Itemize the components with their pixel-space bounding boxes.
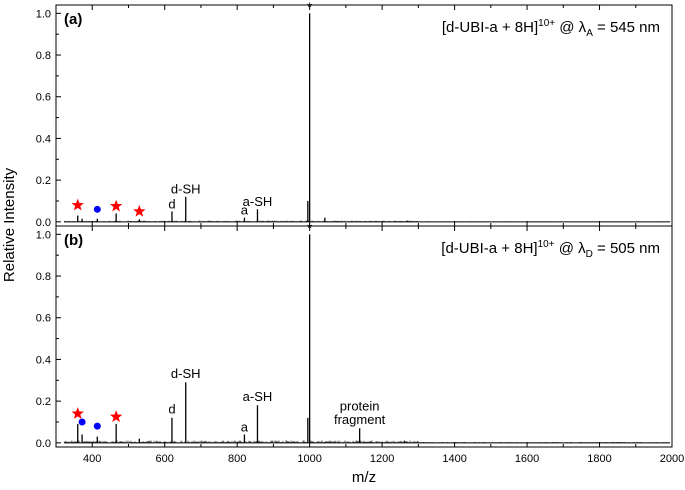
peak-annotation: fragment [334, 412, 386, 427]
y-tick-label: 0.0 [36, 438, 51, 450]
title-at-lambda: @ λ [555, 19, 587, 36]
x-tick-label: 1000 [297, 453, 321, 465]
peak-annotation: d-SH [171, 366, 201, 381]
peak-annotation: a [241, 203, 249, 218]
red-star-marker [71, 198, 84, 211]
title-charge: 10+ [538, 239, 555, 250]
peak-annotation: * [307, 0, 312, 14]
y-tick-label: 1.0 [36, 8, 51, 20]
peak-annotation: d-SH [171, 182, 201, 197]
title-ion: [d-UBI-a + 8H] [441, 240, 537, 257]
panel-title: [d-UBI-a + 8H]10+ @ λA = 545 nm [442, 18, 660, 39]
blue-dot-marker [93, 422, 101, 430]
panel-label: (b) [64, 232, 83, 249]
red-star-marker [109, 410, 123, 423]
red-star-marker [71, 407, 84, 419]
y-tick-label: 0.4 [36, 354, 51, 366]
red-star-marker [133, 204, 146, 217]
x-tick-label: 1200 [370, 453, 394, 465]
x-tick-label: 1400 [442, 453, 466, 465]
y-axis-title-group: Relative Intensity [1, 167, 18, 282]
title-charge: 10+ [538, 18, 555, 29]
title-at-lambda: @ λ [555, 240, 587, 257]
x-tick-label: 400 [83, 453, 101, 465]
panel-a: 0.0 0.2 0.4 0.6 0.8 1.0 * dd-SH aa-SH (a) [d-UBI-a… [36, 0, 673, 229]
x-tick-label: 2000 [660, 453, 684, 465]
x-tick-label: 1800 [587, 453, 611, 465]
title-lambda-sub: D [586, 249, 593, 260]
y-axis-title: Relative Intensity [1, 167, 18, 282]
red-star-marker [109, 199, 123, 212]
blue-dot-marker [93, 205, 101, 213]
title-lambda-sub: A [586, 28, 593, 39]
y-tick-label: 0.6 [36, 313, 51, 325]
y-tick-label: 0.2 [36, 396, 51, 408]
x-tick-label: 600 [156, 453, 174, 465]
y-tick-label: 0.6 [36, 92, 51, 104]
x-tick-label: 1600 [515, 453, 539, 465]
plot-frame [55, 225, 673, 448]
panel-b: 0.0 0.2 0.4 0.6 0.8 1.0 400 600 800 1000 1200 1400 1… [36, 220, 685, 465]
y-tick-label: 0.2 [36, 175, 51, 187]
title-wavelength: = 505 nm [593, 240, 660, 257]
peak-annotation: a [241, 419, 249, 434]
y-tick-label: 1.0 [36, 229, 51, 241]
panel-title: [d-UBI-a + 8H]10+ @ λD = 505 nm [441, 239, 660, 260]
peak-annotation: a-SH [243, 389, 273, 404]
y-tick-label: 0.8 [36, 50, 51, 62]
x-axis-title: m/z [352, 469, 376, 486]
peak-annotation: d [168, 196, 175, 211]
x-tick-label: 800 [228, 453, 246, 465]
title-ion: [d-UBI-a + 8H] [442, 19, 538, 36]
title-wavelength: = 545 nm [593, 19, 660, 36]
y-tick-label: 0.8 [36, 271, 51, 283]
blue-dot-marker [78, 418, 86, 426]
panel-label: (a) [64, 11, 82, 28]
peak-annotation: * [307, 220, 312, 235]
y-tick-label: 0.4 [36, 133, 51, 145]
y-tick-label: 0.0 [36, 217, 51, 229]
peak-annotation: a-SH [243, 194, 273, 209]
peak-annotation: protein [340, 399, 380, 414]
plot-frame [55, 4, 673, 227]
peak-annotation: d [168, 402, 175, 417]
